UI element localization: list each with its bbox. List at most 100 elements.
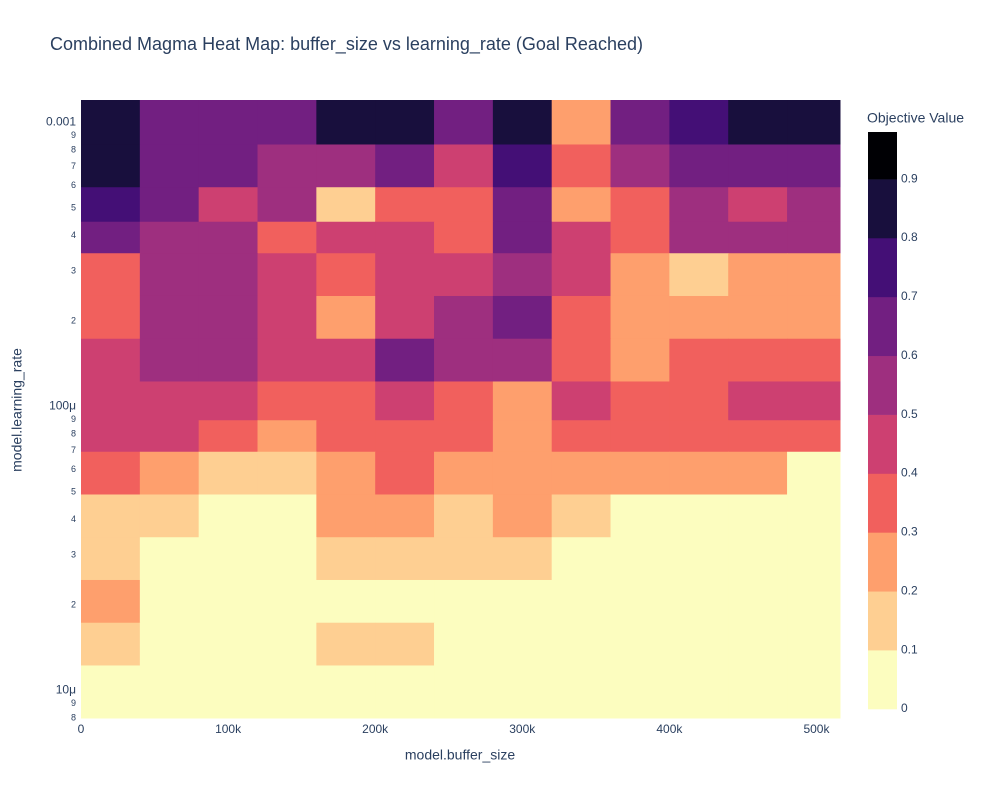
contour-cell (139, 381, 200, 421)
contour-cell (316, 579, 376, 624)
contour-cell (492, 451, 553, 495)
contour-cell (81, 451, 141, 495)
y-tick-label: 5 (71, 202, 76, 212)
contour-cell (257, 221, 317, 254)
colorbar-band (868, 473, 897, 533)
contour-cell (316, 420, 376, 453)
contour-cell (316, 144, 376, 188)
contour-cell (787, 420, 841, 453)
contour-cell (375, 253, 435, 297)
contour-cell (139, 451, 200, 495)
contour-cell (81, 144, 141, 188)
contour-cell (257, 295, 317, 340)
contour-cell (610, 100, 670, 145)
contour-cell (669, 579, 729, 624)
contour-cell (139, 622, 200, 666)
contour-cell (610, 381, 670, 421)
colorbar-tick-label: 0.2 (901, 583, 918, 597)
contour-cell (787, 221, 841, 254)
contour-cell (728, 295, 788, 340)
contour-cell (728, 253, 788, 297)
contour-cell (669, 253, 729, 297)
contour-cell (728, 144, 788, 188)
contour-cell (316, 221, 376, 254)
contour-cell (787, 144, 841, 188)
x-tick-label: 500k (803, 722, 830, 736)
contour-cell (669, 451, 729, 495)
contour-cell (551, 494, 612, 538)
contour-cell (551, 253, 612, 297)
y-tick-label: 0.001 (46, 115, 76, 129)
contour-cell (375, 187, 435, 223)
contour-cell (139, 144, 200, 188)
contour-cell (492, 253, 553, 297)
colorbar-band (868, 591, 897, 651)
contour-cell (728, 100, 788, 145)
contour-cell (610, 144, 670, 188)
contour-cell (610, 253, 670, 297)
contour-cell (610, 187, 670, 223)
chart-title: Combined Magma Heat Map: buffer_size vs … (50, 34, 643, 55)
x-tick-label: 300k (509, 722, 536, 736)
contour-cell (139, 579, 200, 624)
contour-cell (198, 622, 259, 666)
contour-cell (198, 187, 259, 223)
contour-cell (492, 144, 553, 188)
colorbar-band (868, 532, 897, 592)
contour-cell (492, 221, 553, 254)
x-axis-title: model.buffer_size (405, 747, 515, 763)
contour-cell (375, 381, 435, 421)
colorbar-band (868, 414, 897, 474)
y-tick-label: 6 (71, 180, 76, 190)
contour-cell (728, 221, 788, 254)
colorbar-band (868, 237, 897, 298)
contour-cell (139, 221, 200, 254)
contour-cell (492, 665, 553, 719)
x-tick-label: 100k (215, 722, 242, 736)
contour-cell (787, 622, 841, 666)
contour-cell (139, 537, 200, 581)
contour-cell (375, 221, 435, 254)
contour-cell (434, 665, 494, 719)
contour-cell (492, 494, 553, 538)
contour-cell (139, 494, 200, 538)
contour-cell (669, 338, 729, 382)
contour-cell (257, 622, 317, 666)
contour-cell (81, 420, 141, 453)
contour-cell (787, 338, 841, 382)
contour-cell (492, 295, 553, 340)
contour-cell (492, 100, 553, 145)
colorbar-tick-label: 0.3 (901, 525, 918, 539)
y-tick-label: 2 (71, 599, 76, 609)
contour-cell (139, 253, 200, 297)
contour-cell (316, 253, 376, 297)
contour-cell (728, 381, 788, 421)
contour-cell (434, 295, 494, 340)
colorbar-band (868, 296, 897, 357)
contour-cell (316, 381, 376, 421)
contour-cell (787, 187, 841, 223)
contour-cell (81, 338, 141, 382)
contour-cell (257, 665, 317, 719)
contour-cell (434, 451, 494, 495)
contour-cell (316, 451, 376, 495)
colorbar-tick-label: 0.9 (901, 171, 918, 185)
contour-cell (434, 537, 494, 581)
contour-cell (198, 295, 259, 340)
contour-cell (669, 187, 729, 223)
contour-cell (610, 494, 670, 538)
y-tick-label: 3 (71, 549, 76, 559)
y-tick-label: 9 (71, 414, 76, 424)
contour-cell (375, 622, 435, 666)
contour-cell (198, 420, 259, 453)
contour-cell (728, 187, 788, 223)
contour-cell (375, 100, 435, 145)
contour-cell (257, 381, 317, 421)
contour-cell (610, 221, 670, 254)
contour-cell (728, 665, 788, 719)
x-tick-label: 400k (656, 722, 683, 736)
contour-cell (728, 494, 788, 538)
contour-cell (551, 537, 612, 581)
contour-cell (728, 622, 788, 666)
x-tick-label: 200k (362, 722, 389, 736)
